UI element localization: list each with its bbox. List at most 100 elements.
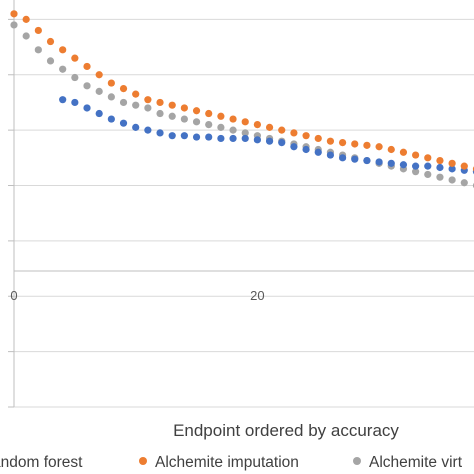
point-series2-11 bbox=[144, 104, 151, 111]
point-series2-2 bbox=[35, 46, 42, 53]
point-series1-29 bbox=[363, 142, 370, 149]
point-series2-16 bbox=[205, 121, 212, 128]
point-series1-35 bbox=[436, 157, 443, 164]
point-series2-4 bbox=[59, 66, 66, 73]
x-tick-label-0: 0 bbox=[10, 288, 17, 303]
point-series0-3 bbox=[96, 110, 103, 117]
point-series2-3 bbox=[47, 57, 54, 64]
point-series1-33 bbox=[412, 151, 419, 158]
point-series1-25 bbox=[315, 135, 322, 142]
point-series2-6 bbox=[83, 82, 90, 89]
point-series1-32 bbox=[400, 149, 407, 156]
point-series2-8 bbox=[108, 93, 115, 100]
point-series0-24 bbox=[351, 156, 358, 163]
data-points bbox=[10, 10, 474, 377]
point-series1-7 bbox=[96, 71, 103, 78]
point-series1-21 bbox=[266, 124, 273, 131]
point-series0-5 bbox=[120, 120, 127, 127]
point-series0-10 bbox=[181, 132, 188, 139]
point-series1-13 bbox=[169, 102, 176, 109]
point-series1-14 bbox=[181, 104, 188, 111]
point-series1-34 bbox=[424, 154, 431, 161]
point-series1-9 bbox=[120, 85, 127, 92]
point-series1-23 bbox=[290, 129, 297, 136]
point-series0-28 bbox=[400, 161, 407, 168]
point-series0-2 bbox=[83, 104, 90, 111]
point-series1-0 bbox=[10, 10, 17, 17]
point-series0-23 bbox=[339, 154, 346, 161]
point-series2-14 bbox=[181, 115, 188, 122]
point-series2-18 bbox=[229, 127, 236, 134]
legend-marker-1 bbox=[139, 457, 147, 465]
point-series2-17 bbox=[217, 124, 224, 131]
point-series0-8 bbox=[156, 129, 163, 136]
point-series1-20 bbox=[254, 121, 261, 128]
point-series0-30 bbox=[424, 163, 431, 170]
point-series2-1 bbox=[23, 32, 30, 39]
point-series2-10 bbox=[132, 102, 139, 109]
point-series2-12 bbox=[156, 110, 163, 117]
point-series0-16 bbox=[254, 136, 261, 143]
point-series1-24 bbox=[302, 132, 309, 139]
point-series1-3 bbox=[47, 38, 54, 45]
point-series0-9 bbox=[169, 132, 176, 139]
point-series0-25 bbox=[363, 157, 370, 164]
point-series1-28 bbox=[351, 140, 358, 147]
point-series1-11 bbox=[144, 96, 151, 103]
point-series0-4 bbox=[108, 115, 115, 122]
legend: andom forest Alchemite imputation Alchemit… bbox=[0, 454, 463, 471]
point-series2-5 bbox=[71, 74, 78, 81]
point-series0-22 bbox=[327, 151, 334, 158]
point-series2-34 bbox=[424, 171, 431, 178]
legend-label-1: Alchemite imputation bbox=[155, 454, 299, 471]
point-series2-13 bbox=[169, 113, 176, 120]
point-series0-18 bbox=[278, 139, 285, 146]
point-series2-37 bbox=[461, 179, 468, 186]
point-series1-36 bbox=[449, 160, 456, 167]
point-series1-6 bbox=[83, 63, 90, 70]
point-series1-22 bbox=[278, 127, 285, 134]
point-series1-31 bbox=[388, 146, 395, 153]
point-series0-20 bbox=[302, 146, 309, 153]
point-series1-8 bbox=[108, 79, 115, 86]
point-series1-2 bbox=[35, 27, 42, 34]
point-series1-16 bbox=[205, 110, 212, 117]
point-series1-30 bbox=[376, 143, 383, 150]
point-series2-35 bbox=[436, 174, 443, 181]
point-series0-15 bbox=[242, 135, 249, 142]
legend-marker-2 bbox=[353, 457, 361, 465]
point-series1-4 bbox=[59, 46, 66, 53]
x-tick-labels: 0204060 bbox=[10, 288, 474, 303]
point-series1-37 bbox=[461, 163, 468, 170]
point-series1-1 bbox=[23, 16, 30, 23]
point-series0-7 bbox=[144, 127, 151, 134]
x-axis-title: Endpoint ordered by accuracy bbox=[173, 421, 399, 440]
point-series0-17 bbox=[266, 138, 273, 145]
point-series0-19 bbox=[290, 143, 297, 150]
point-series1-5 bbox=[71, 55, 78, 62]
point-series0-11 bbox=[193, 133, 200, 140]
point-series2-7 bbox=[96, 88, 103, 95]
point-series2-36 bbox=[449, 176, 456, 183]
point-series0-14 bbox=[229, 135, 236, 142]
point-series0-0 bbox=[59, 96, 66, 103]
point-series0-29 bbox=[412, 163, 419, 170]
x-tick-label-1: 20 bbox=[250, 288, 264, 303]
point-series1-27 bbox=[339, 139, 346, 146]
point-series1-18 bbox=[229, 115, 236, 122]
point-series0-6 bbox=[132, 124, 139, 131]
point-series0-12 bbox=[205, 133, 212, 140]
point-series1-15 bbox=[193, 107, 200, 114]
point-series2-0 bbox=[10, 21, 17, 28]
legend-label-2: Alchemite virt bbox=[369, 454, 463, 471]
point-series0-31 bbox=[436, 164, 443, 171]
point-series0-13 bbox=[217, 135, 224, 142]
point-series0-21 bbox=[315, 149, 322, 156]
point-series2-9 bbox=[120, 99, 127, 106]
point-series1-26 bbox=[327, 138, 334, 145]
point-series1-12 bbox=[156, 99, 163, 106]
point-series2-15 bbox=[193, 118, 200, 125]
legend-label-0: andom forest bbox=[0, 454, 83, 471]
point-series1-19 bbox=[242, 118, 249, 125]
